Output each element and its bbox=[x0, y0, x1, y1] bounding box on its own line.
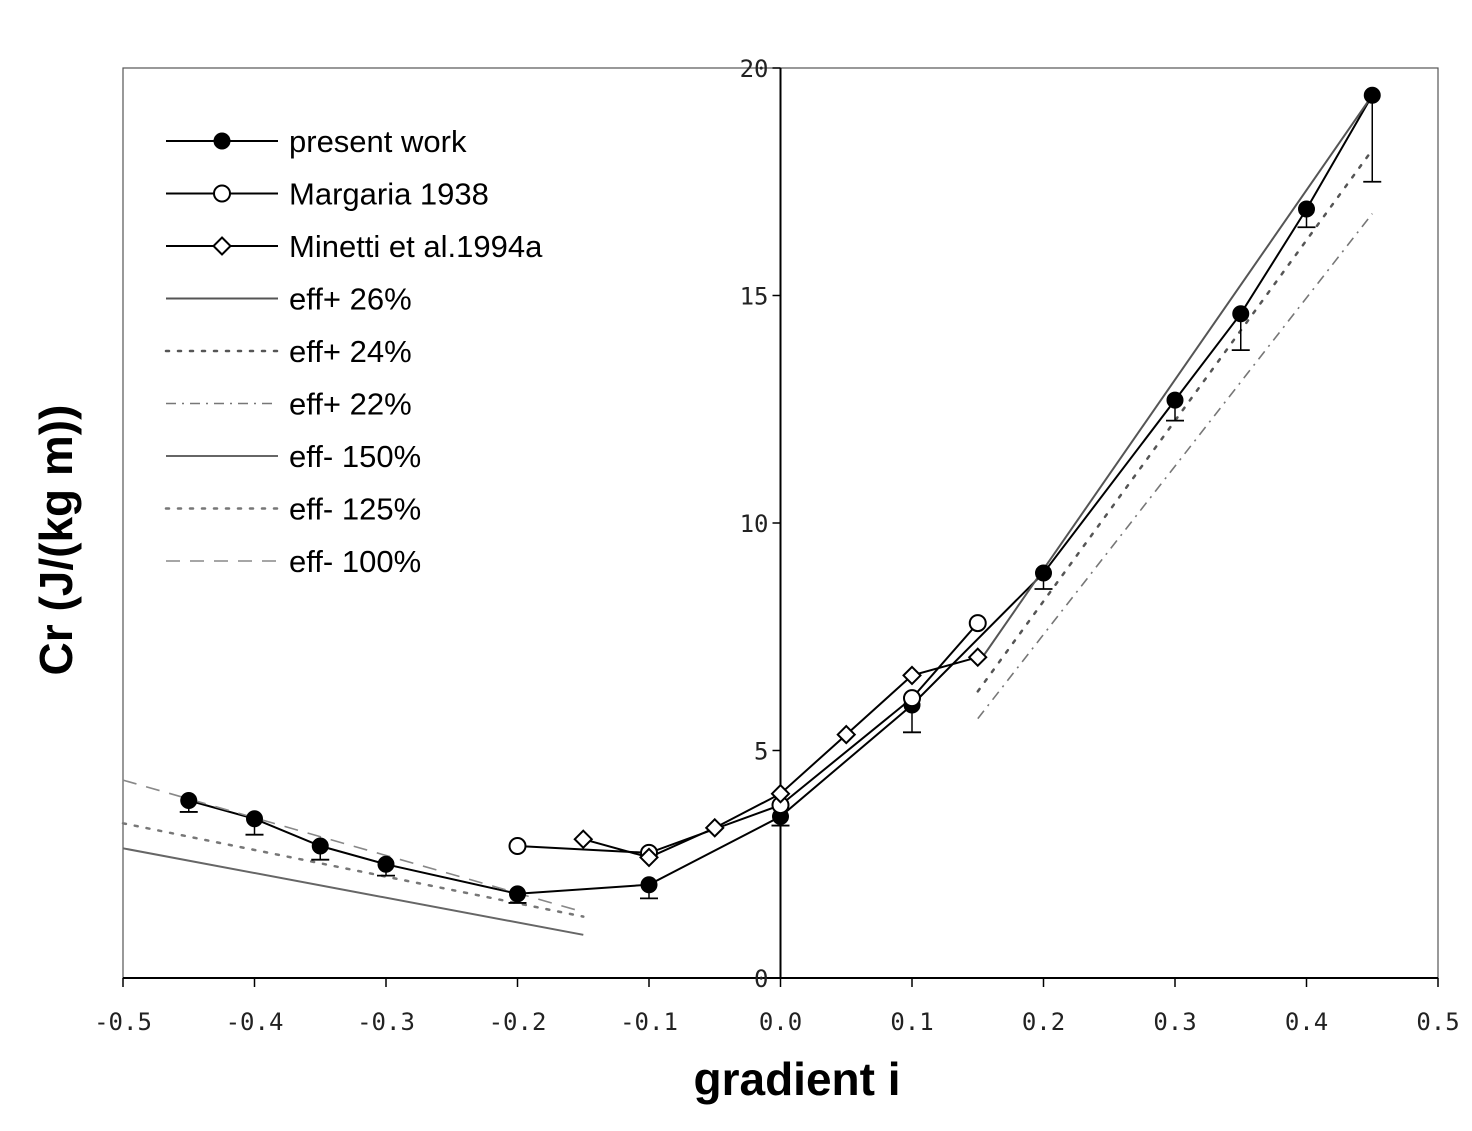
y-axis-ticks: 0 5 10 15 20 bbox=[740, 55, 781, 993]
legend-label: present work bbox=[289, 124, 467, 159]
y-axis-title: Cr (J/(kg m)) bbox=[30, 405, 82, 676]
data-point bbox=[180, 792, 198, 810]
data-point bbox=[967, 647, 988, 668]
series-line-6 bbox=[122, 847, 584, 936]
data-point bbox=[246, 810, 263, 828]
x-tick-label: 0.1 bbox=[890, 1008, 933, 1036]
x-tick-label: -0.3 bbox=[357, 1008, 415, 1036]
data-point bbox=[968, 614, 987, 633]
legend-label: eff- 150% bbox=[289, 439, 421, 474]
legend-label: eff+ 24% bbox=[289, 334, 412, 369]
legend-label: Minetti et al.1994a bbox=[289, 229, 543, 264]
data-point bbox=[1035, 564, 1052, 582]
x-tick-label: 0.3 bbox=[1153, 1008, 1196, 1036]
data-point bbox=[377, 855, 395, 873]
data-point bbox=[836, 724, 857, 745]
data-point bbox=[770, 783, 791, 804]
legend-label: eff- 100% bbox=[289, 544, 421, 579]
x-tick-label: 0.4 bbox=[1285, 1008, 1328, 1036]
y-tick-label: 10 bbox=[740, 510, 769, 538]
x-tick-label: -0.4 bbox=[226, 1008, 284, 1036]
x-tick-label: 0.5 bbox=[1416, 1008, 1459, 1036]
legend-label: Margaria 1938 bbox=[289, 177, 489, 212]
legend: present work Margaria 1938 Minetti et al.1… bbox=[164, 124, 543, 579]
legend-label: eff+ 26% bbox=[289, 282, 412, 317]
series-line-1 bbox=[517, 622, 979, 854]
data-point bbox=[509, 885, 526, 903]
legend-marker bbox=[213, 184, 231, 203]
legend-label: eff- 125% bbox=[289, 492, 421, 527]
legend-marker bbox=[212, 236, 232, 256]
x-axis-ticks: -0.5 -0.4 -0.3 -0.2 -0.1 0.0 0.1 0.2 0.3 0.4 0.5 bbox=[94, 978, 1460, 1036]
legend-label: eff+ 22% bbox=[289, 387, 412, 422]
x-tick-label: -0.2 bbox=[489, 1008, 547, 1036]
x-tick-label: -0.1 bbox=[620, 1008, 678, 1036]
series-line-8 bbox=[122, 779, 584, 913]
y-tick-label: 0 bbox=[754, 965, 768, 993]
data-point bbox=[902, 665, 922, 686]
data-point bbox=[639, 847, 659, 868]
data-markers bbox=[180, 86, 1381, 903]
x-tick-label: 0.2 bbox=[1022, 1008, 1065, 1036]
data-point bbox=[903, 689, 921, 708]
data-point bbox=[311, 837, 329, 855]
x-axis-title: gradient i bbox=[693, 1053, 900, 1105]
y-tick-label: 20 bbox=[740, 55, 769, 83]
data-point bbox=[704, 817, 725, 838]
legend-marker bbox=[213, 132, 231, 150]
data-point bbox=[1363, 86, 1381, 104]
x-tick-label: -0.5 bbox=[94, 1008, 152, 1036]
data-point bbox=[640, 876, 658, 894]
data-point bbox=[1232, 305, 1250, 323]
data-point bbox=[508, 837, 527, 856]
series-line-3 bbox=[976, 94, 1374, 665]
x-tick-label: 0.0 bbox=[759, 1008, 802, 1036]
series-line-5 bbox=[977, 213, 1373, 720]
data-point bbox=[1298, 200, 1315, 218]
data-point bbox=[1166, 391, 1184, 409]
y-tick-label: 15 bbox=[740, 283, 769, 311]
y-tick-label: 5 bbox=[754, 738, 768, 766]
data-point bbox=[573, 829, 594, 850]
